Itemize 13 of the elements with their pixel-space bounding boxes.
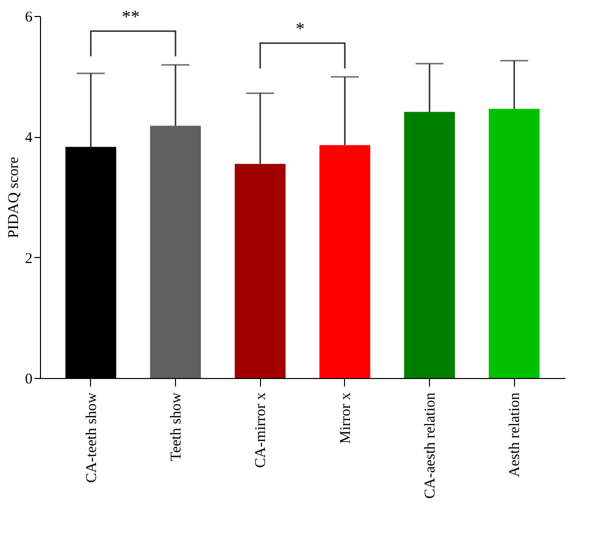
y-tick-label: 2	[25, 250, 32, 267]
x-tick-label: CA-aesth relation	[422, 392, 439, 499]
x-tick-label: CA-teeth show	[84, 392, 100, 483]
y-axis-title: PIDAQ score	[6, 156, 22, 238]
annotation: **	[122, 6, 140, 26]
y-tick-label: 4	[25, 130, 33, 146]
x-tick-label: CA-mirror x	[253, 392, 270, 468]
x-tick-label: Teeth show	[168, 392, 184, 462]
y-tick-label: 6	[25, 10, 33, 26]
annotation: *	[296, 18, 305, 38]
x-tick-label: Aesth relation	[507, 392, 524, 478]
y-tick-label: 0	[25, 372, 32, 388]
x-tick-label: Mirror x	[338, 392, 354, 444]
